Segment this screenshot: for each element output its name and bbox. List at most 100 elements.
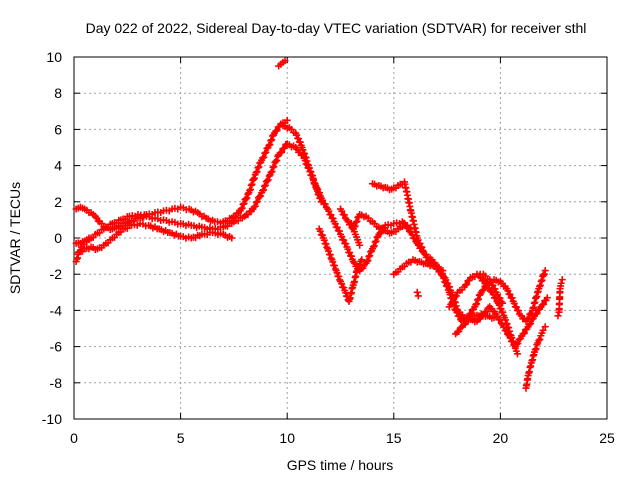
x-tick-label: 5 (177, 430, 185, 446)
data-point-fill (526, 310, 534, 318)
data-point (413, 288, 421, 296)
data-point-fill (253, 168, 261, 176)
data-point-fill (260, 186, 268, 194)
data-point-fill (257, 192, 265, 200)
data-point (554, 312, 562, 320)
data-point-fill (75, 248, 83, 256)
data-point-fill (510, 299, 518, 307)
data-point-fill (491, 285, 499, 293)
y-tick-label: -6 (50, 339, 63, 355)
data-point-fill (451, 293, 459, 301)
data-point (85, 234, 93, 242)
data-point-fill (338, 232, 346, 240)
data-point-fill (365, 253, 373, 261)
data-point-fill (448, 299, 456, 307)
data-point-fill (314, 185, 322, 193)
y-tick-label: -2 (50, 266, 63, 282)
x-tick-label: 20 (493, 430, 509, 446)
data-point-fill (472, 301, 480, 309)
data-point-fill (372, 237, 380, 245)
data-point-fill (254, 164, 262, 172)
data-point (558, 276, 566, 284)
y-tick-label: 2 (54, 194, 62, 210)
data-point-fill (327, 211, 335, 219)
data-point-fill (293, 131, 301, 139)
data-point (541, 267, 549, 275)
data-point-fill (261, 149, 269, 157)
data-point-fill (255, 163, 263, 171)
data-point-fill (527, 320, 535, 328)
data-point-fill (272, 157, 280, 165)
x-tick-label: 10 (279, 430, 295, 446)
data-point-fill (340, 211, 348, 219)
data-point-fill (273, 156, 281, 164)
data-point-fill (474, 296, 482, 304)
data-point-fill (266, 141, 274, 149)
data-point (557, 279, 565, 287)
data-point-fill (280, 144, 288, 152)
y-tick-label: -10 (42, 411, 62, 427)
data-point-fill (520, 329, 528, 337)
data-point-fill (252, 169, 260, 177)
data-point-fill (255, 193, 263, 201)
data-point-fill (296, 138, 304, 146)
data-point-fill (261, 181, 269, 189)
data-point-fill (329, 258, 337, 266)
data-point-fill (265, 172, 273, 180)
data-point (539, 326, 547, 334)
x-tick-label: 25 (599, 430, 615, 446)
data-point (541, 323, 549, 331)
data-point-fill (329, 214, 337, 222)
data-point (543, 294, 551, 302)
data-point-fill (316, 227, 324, 235)
y-tick-label: 8 (54, 85, 62, 101)
data-point (281, 57, 289, 65)
data-point-fill (455, 328, 463, 336)
data-point-fill (533, 309, 541, 317)
data-point-fill (253, 197, 261, 205)
data-point-fill (267, 168, 275, 176)
data-point-fill (414, 236, 422, 244)
data-point-fill (242, 195, 250, 203)
data-point-fill (446, 283, 454, 291)
data-point-fill (315, 189, 323, 197)
data-point-fill (473, 300, 481, 308)
data-point-fill (273, 127, 281, 135)
data-point-fill (452, 292, 460, 300)
data-point-fill (504, 287, 512, 295)
data-point-fill (243, 194, 251, 202)
data-point-fill (267, 137, 275, 145)
data-point (513, 350, 521, 358)
data-point-fill (294, 135, 302, 143)
data-point-fill (347, 252, 355, 260)
data-point-fill (260, 153, 268, 161)
data-point-fill (489, 281, 497, 289)
data-point-fill (331, 262, 339, 270)
data-point-fill (487, 278, 495, 286)
data-point (283, 116, 291, 124)
data-point-fill (515, 335, 523, 343)
data-point-fill (512, 303, 520, 311)
data-point-fill (320, 236, 328, 244)
data-point-fill (506, 290, 514, 298)
data-point-fill (495, 301, 503, 309)
data-point-fill (251, 202, 259, 210)
data-point-fill (325, 247, 333, 255)
data-point-fill (416, 240, 424, 248)
data-point-fill (244, 190, 252, 198)
data-point-fill (325, 207, 333, 215)
data-point-fill (499, 308, 507, 316)
data-point-fill (333, 269, 341, 277)
data-point-fill (326, 251, 334, 259)
data-point-fill (355, 263, 363, 271)
data-point-fill (331, 220, 339, 228)
data-point-fill (340, 236, 348, 244)
data-point-fill (515, 307, 523, 315)
grid (74, 57, 607, 419)
data-point-fill (508, 294, 516, 302)
data-point-fill (408, 231, 416, 239)
y-tick-label: -8 (50, 375, 63, 391)
x-axis-title: GPS time / hours (287, 457, 394, 473)
data-point-fill (312, 182, 320, 190)
data-point-fill (268, 136, 276, 144)
